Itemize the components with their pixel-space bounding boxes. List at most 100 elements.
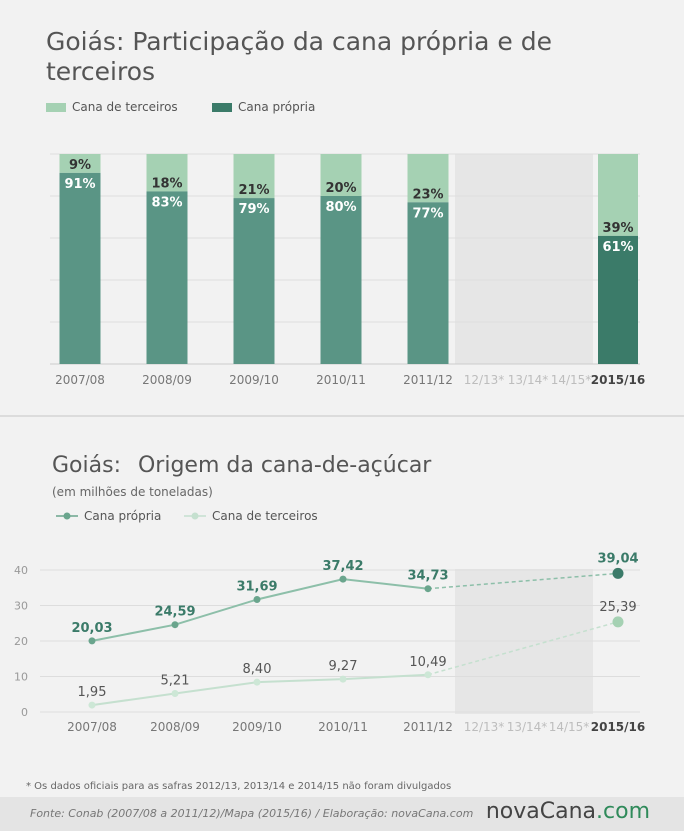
bar-segment-own xyxy=(598,235,638,364)
data-label-own: 91% xyxy=(64,177,95,192)
data-point-third-party xyxy=(339,675,347,683)
data-point-own xyxy=(253,596,261,604)
x-tick-label: 2011/12 xyxy=(403,373,453,387)
data-label-third-party: 1,95 xyxy=(78,685,107,700)
legend-label-third-party: Cana de terceiros xyxy=(72,100,178,114)
x-tick-label: 2008/09 xyxy=(142,373,192,387)
x-tick-label: 2007/08 xyxy=(67,720,117,734)
legend-third-party: Cana de terceiros xyxy=(46,100,178,114)
footnote: * Os dados oficiais para as safras 2012/… xyxy=(26,781,452,792)
data-label-third-party: 9,27 xyxy=(329,659,358,674)
bar-segment-own xyxy=(59,172,101,364)
data-label-third-party: 23% xyxy=(412,187,443,202)
data-point-third-party xyxy=(253,678,261,686)
x-tick-label: 13/14* xyxy=(507,720,548,734)
brand-logo-main: novaCana xyxy=(485,799,597,824)
data-label-third-party: 5,21 xyxy=(161,674,190,689)
line-chart-panel: Goiás: Origem da cana-de-açúcar (em milh… xyxy=(0,417,684,797)
bar-segment-third-party xyxy=(407,154,449,203)
x-tick-label: 2007/08 xyxy=(55,373,105,387)
data-label-own: 31,69 xyxy=(236,580,277,595)
data-label-own: 83% xyxy=(151,195,182,210)
source-text: Fonte: Conab (2007/08 a 2011/12)/Mapa (2… xyxy=(30,807,474,820)
x-tick-label: 13/14* xyxy=(508,373,549,387)
line-chart-title-main: Origem da cana-de-açúcar xyxy=(137,453,432,478)
x-tick-label: 12/13* xyxy=(464,373,505,387)
footer: Fonte: Conab (2007/08 a 2011/12)/Mapa (2… xyxy=(0,797,684,831)
line-legend-label-own: Cana própria xyxy=(84,509,162,523)
data-label-own: 77% xyxy=(412,206,443,221)
data-point-third-party xyxy=(88,701,96,709)
x-tick-label: 14/15* xyxy=(551,373,592,387)
bar-segment-own xyxy=(320,196,362,364)
data-label-own: 34,73 xyxy=(407,569,448,584)
line-chart-subtitle: (em milhões de toneladas) xyxy=(52,485,213,499)
bar-segment-third-party xyxy=(146,154,188,192)
x-tick-label: 2015/16 xyxy=(591,720,645,734)
data-label-own: 79% xyxy=(238,202,269,217)
bar-segment-third-party xyxy=(320,154,362,196)
legend-own: Cana própria xyxy=(212,100,315,114)
missing-data-band xyxy=(455,154,593,364)
x-tick-label: 2009/10 xyxy=(232,720,282,734)
bar-segment-third-party xyxy=(59,154,101,173)
data-label-own: 39,04 xyxy=(597,551,638,566)
x-tick-label: 14/15* xyxy=(549,720,590,734)
series-gap-connector-third-party xyxy=(427,621,619,676)
y-tick-label: 10 xyxy=(14,671,28,684)
data-label-third-party: 39% xyxy=(602,221,633,236)
data-label-third-party: 8,40 xyxy=(243,662,272,677)
data-label-own: 37,42 xyxy=(322,559,363,574)
brand-logo-suffix: .com xyxy=(596,799,650,824)
bar-chart-title: Goiás: Participação da cana própria e de… xyxy=(46,27,552,86)
series-line-third-party xyxy=(91,673,429,707)
bar-segment-third-party xyxy=(233,154,275,199)
x-tick-label: 2008/09 xyxy=(150,720,200,734)
series-gap-connector-own xyxy=(427,572,619,590)
bar-chart: 2007/08 9% 91% 2008/09 18% 83% 2009/10 21% 79% 20… xyxy=(50,153,645,387)
section-divider xyxy=(0,415,684,417)
line-legend-own: Cana própria xyxy=(56,509,161,523)
x-tick-label: 2011/12 xyxy=(403,720,453,734)
bar-segment-own xyxy=(146,191,188,364)
legend-swatch-third-party xyxy=(46,102,66,112)
data-point-own xyxy=(424,585,432,593)
data-label-third-party: 10,49 xyxy=(409,655,446,670)
brand-logo: novaCana.com xyxy=(486,799,650,824)
data-point-third-party xyxy=(171,690,179,698)
y-tick-label: 0 xyxy=(21,706,28,719)
bar-segment-own xyxy=(407,202,449,364)
line-chart-title-prefix: Goiás: xyxy=(52,453,121,478)
data-point-own xyxy=(88,637,96,645)
x-tick-label: 12/13* xyxy=(464,720,505,734)
bar-chart-panel: Goiás: Participação da cana própria e de… xyxy=(0,0,684,415)
data-point-third-party xyxy=(424,671,432,679)
y-tick-label: 40 xyxy=(14,564,28,577)
line-chart-title: Goiás: Origem da cana-de-açúcar xyxy=(52,453,431,478)
data-label-own: 24,59 xyxy=(154,605,195,620)
bar-segment-own xyxy=(233,198,275,364)
x-tick-label: 2015/16 xyxy=(591,373,645,387)
x-tick-label: 2009/10 xyxy=(229,373,279,387)
data-label-own: 20,03 xyxy=(71,621,112,636)
data-label-third-party: 25,39 xyxy=(599,600,636,615)
data-label-own: 61% xyxy=(602,240,633,255)
data-label-third-party: 20% xyxy=(325,181,356,196)
data-label-third-party: 9% xyxy=(69,158,91,173)
line-legend-marker-own xyxy=(56,512,78,520)
data-label-own: 80% xyxy=(325,200,356,215)
line-legend-third-party: Cana de terceiros xyxy=(184,509,318,523)
y-tick-label: 20 xyxy=(14,635,28,648)
line-legend-label-third-party: Cana de terceiros xyxy=(212,509,318,523)
line-chart: 0 10 20 30 40 2007/08 2008/09 2009/10 2010/11 201… xyxy=(14,551,645,734)
data-point-own xyxy=(339,575,347,583)
line-legend-marker-third-party xyxy=(184,512,206,520)
legend-swatch-own xyxy=(212,102,232,112)
data-point-own xyxy=(612,567,624,579)
x-tick-label: 2010/11 xyxy=(316,373,366,387)
data-label-third-party: 21% xyxy=(238,183,269,198)
data-label-third-party: 18% xyxy=(151,176,182,191)
data-point-own xyxy=(171,621,179,629)
data-point-third-party xyxy=(612,616,624,628)
